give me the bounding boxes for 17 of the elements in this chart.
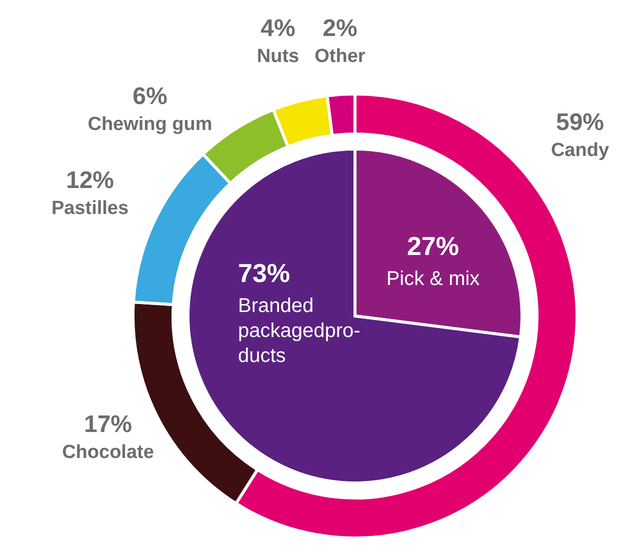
slice-label: Chocolate	[62, 442, 154, 463]
data-label: 6%	[132, 83, 168, 110]
data-label: 17%	[84, 411, 132, 438]
pie-slice	[186, 148, 522, 484]
data-label: 59%	[556, 109, 604, 136]
data-label: 73%	[238, 258, 290, 288]
slice-label: Chewing gum	[88, 114, 212, 135]
slice-label: Nuts	[256, 46, 300, 67]
slice-label: Branded packagedpro-ducts	[238, 295, 360, 367]
slice-label: Other	[314, 46, 366, 67]
data-label: 27%	[406, 231, 460, 261]
slice-label: Pick & mix	[386, 268, 480, 290]
data-label: 4%	[260, 15, 296, 42]
slice-label: Candy	[550, 140, 610, 161]
data-label: 2%	[322, 15, 358, 42]
slice-label: Pastilles	[51, 198, 129, 219]
data-label: 12%	[66, 167, 114, 194]
